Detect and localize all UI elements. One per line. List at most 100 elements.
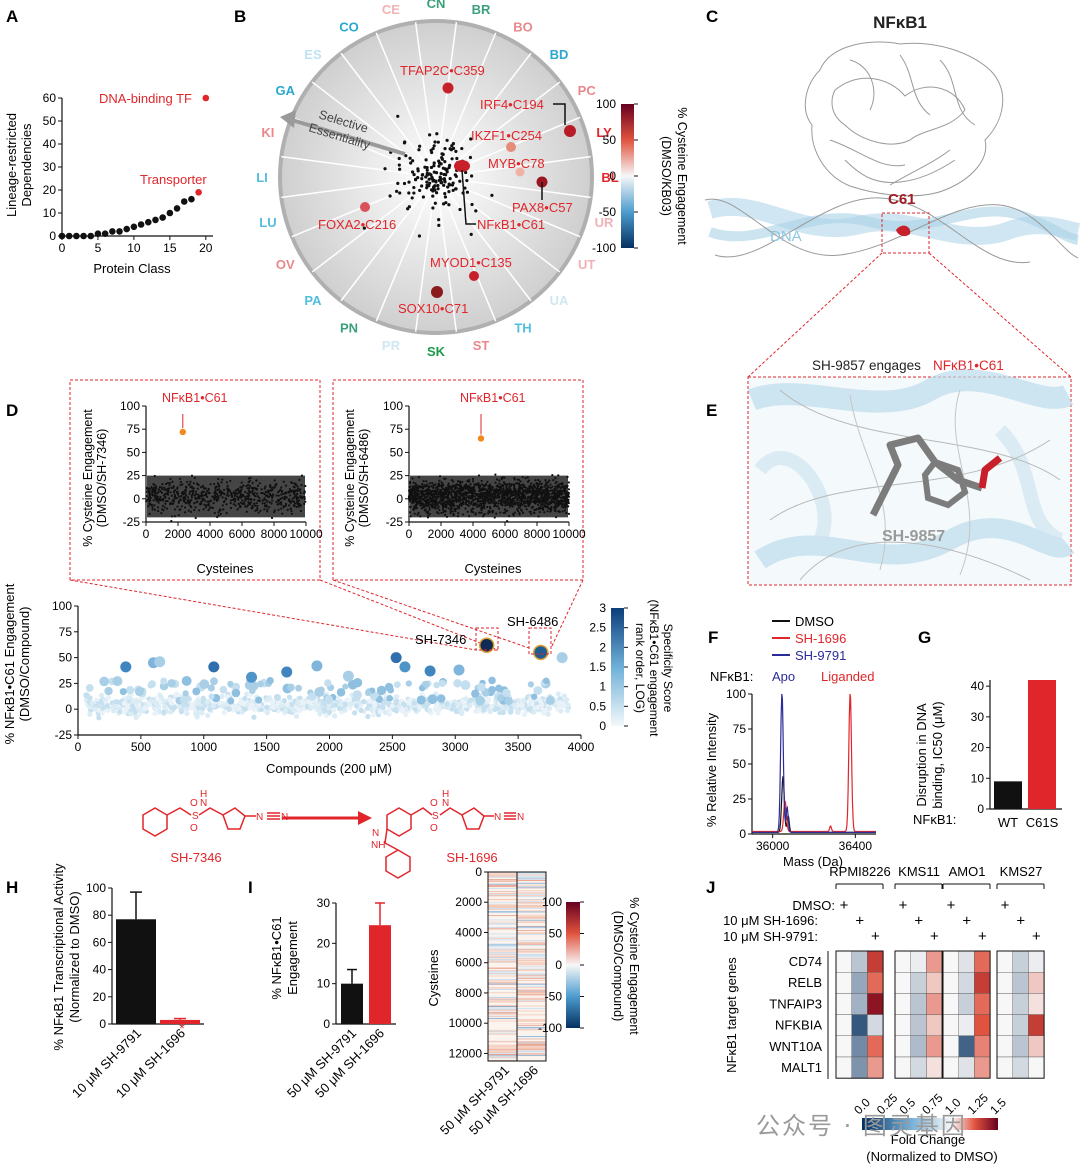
chart-h-ylabel-1: % NFκB1 Transcriptional Activity: [51, 863, 66, 1051]
heat-i-cell: [517, 944, 546, 946]
heat-j-cell: [942, 993, 959, 1015]
heat-j-cell: [835, 972, 852, 994]
heat-i-cell: [517, 1029, 546, 1030]
panel-letter-b: B: [234, 7, 246, 26]
heat-i-cell: [517, 890, 546, 892]
heat-i-cell: [517, 914, 546, 916]
y-tick-label: 0: [396, 492, 403, 506]
main-point: [399, 707, 406, 713]
chart-a-callout-transporter: Transporter: [140, 172, 207, 187]
ligand-label: SH-9857: [882, 528, 945, 545]
main-top-point: [208, 661, 220, 673]
heat-j-cell: [835, 1056, 852, 1079]
lineage-label: PR: [382, 338, 401, 353]
hit-label-right: SH-6486: [507, 614, 558, 629]
chart-a-point: [65, 232, 73, 240]
x-tick-label: 2000: [316, 740, 343, 754]
heat-i-cell: [488, 972, 517, 974]
heat-i-cell: [488, 957, 517, 958]
main-point: [275, 700, 281, 706]
heat-i-cell: [488, 884, 517, 886]
radar-point: [437, 159, 441, 163]
radar-point: [432, 164, 436, 168]
dot-myod1: [469, 271, 479, 281]
colorbar-tick-label: 1: [599, 680, 606, 694]
main-point: [286, 694, 293, 700]
inset-highlight-point: [477, 435, 485, 442]
svg-text:N: N: [517, 812, 524, 823]
main-screen-chart: 0 500 1000 1500 2000 2500 3000 3500 4000 100 75 50 2…: [52, 599, 595, 754]
main-point: [336, 688, 346, 697]
heat-i-cell: [488, 909, 517, 910]
chart-a-point: [109, 228, 116, 235]
heat-i-cell: [517, 920, 546, 922]
e-title-prefix: SH-9857 engages: [812, 358, 921, 373]
y-tick-label: 100: [86, 881, 106, 895]
main-point: [98, 699, 104, 706]
main-point: [221, 709, 227, 716]
main-point: [200, 705, 206, 712]
heat-j-cell: [926, 993, 943, 1015]
heat-i-cell: [488, 1056, 517, 1058]
colorbar-tick-label: 50: [603, 133, 617, 147]
main-point: [352, 690, 362, 700]
inset-left-highlight-label: NFκB1•C61: [162, 391, 228, 405]
heat-i-cell: [517, 953, 546, 955]
colorbar-d: [611, 608, 624, 726]
chart-a-point: [73, 232, 80, 240]
inset-dense-band: [147, 475, 305, 518]
radar-point: [421, 173, 425, 177]
colorbar-tick-label: -100: [538, 1021, 562, 1035]
chart-g-ylabel-2: binding, IC50 (μM): [930, 701, 945, 808]
main-point: [436, 694, 446, 703]
y-tick-label: 10: [971, 771, 985, 785]
cell-line-label: AMO1: [949, 864, 986, 879]
legend-sh9791: SH-9791: [795, 648, 846, 663]
heat-j-cell: [958, 950, 975, 973]
main-point: [460, 699, 466, 705]
radar-point: [447, 203, 451, 207]
radar-point: [474, 209, 478, 213]
main-point: [416, 695, 426, 705]
radar-point: [429, 173, 433, 177]
chart-a: 0 5 10 15 20 0 10 20 30 40 50 60: [43, 91, 213, 255]
main-ylabel-1: % NFκB1•C61 Engagement: [2, 583, 17, 744]
gene-label: NFKBIA: [775, 1018, 822, 1033]
chart-h-bar: [160, 1019, 200, 1024]
heat-i-cell: [517, 942, 546, 944]
heat-i-cell: [517, 899, 546, 901]
colorbar-tick-label: 2.5: [589, 621, 606, 635]
main-hit-point: [533, 644, 549, 661]
heat-i-cell: [488, 1048, 517, 1050]
chart-f-ylabel: % Relative Intensity: [704, 712, 719, 827]
main-point: [545, 695, 555, 706]
main-point: [295, 684, 302, 692]
main-point: [284, 702, 290, 708]
colorbar-j-label-1: Fold Change: [891, 1132, 965, 1147]
main-point: [161, 709, 167, 715]
heat-i-cell: [488, 979, 517, 981]
chart-f-xlabel: Mass (Da): [783, 854, 843, 869]
heat-i-cell: [517, 983, 546, 985]
heat-i-cell: [517, 922, 546, 923]
f-apo-label: Apo: [772, 669, 795, 684]
radar-point: [412, 172, 416, 177]
radar-point: [421, 195, 425, 199]
main-point: [264, 710, 270, 716]
radar-point: [470, 202, 474, 207]
ligand-sh9857: [869, 434, 1003, 517]
main-point: [137, 707, 143, 713]
heat-i-cell: [517, 886, 546, 888]
heat-i-cell: [488, 886, 517, 888]
main-point: [330, 707, 337, 713]
lineage-label: SK: [427, 344, 446, 359]
main-top-point: [399, 661, 411, 673]
main-point: [526, 706, 532, 712]
radar-point: [398, 167, 402, 171]
panel-c: C NFκB1 DNA C61: [704, 7, 1080, 378]
heat-i-cell: [488, 1055, 517, 1057]
radar-point: [453, 173, 457, 177]
heat-i-cell: [517, 907, 546, 909]
main-point: [332, 702, 339, 708]
heat-i-cell: [517, 1042, 546, 1044]
